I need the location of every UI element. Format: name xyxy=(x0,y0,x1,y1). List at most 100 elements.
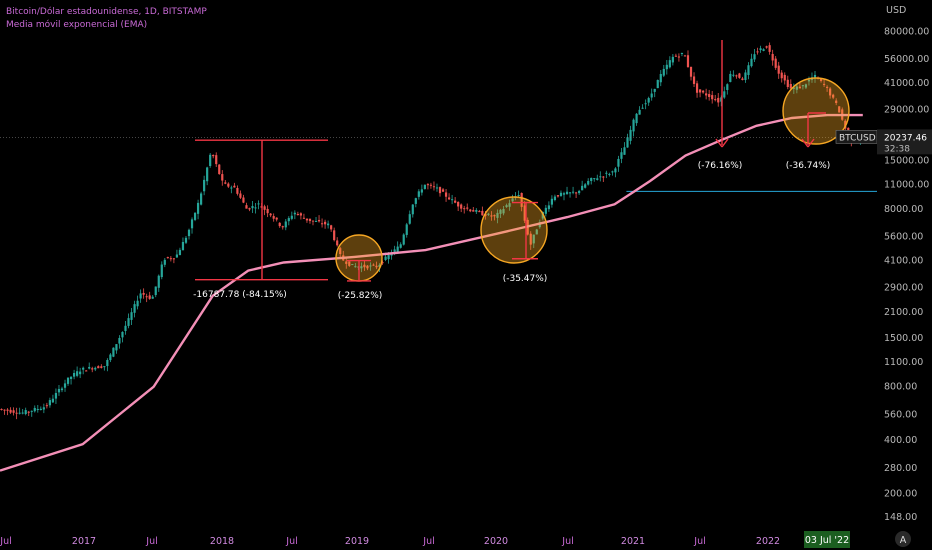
candle-body xyxy=(638,109,641,115)
candle-body xyxy=(160,264,163,278)
candle-body xyxy=(584,184,587,188)
candle-body xyxy=(296,214,299,216)
candle-body xyxy=(348,261,351,266)
price-tick-label: 15000.00 xyxy=(884,155,929,166)
candle-body xyxy=(451,199,454,201)
price-axis[interactable]: USD80000.0056000.0041000.0029000.0020000… xyxy=(835,5,932,523)
candle-body xyxy=(559,192,563,196)
candle-body xyxy=(109,354,112,361)
candle-body xyxy=(826,86,829,88)
price-tick-label: 148.00 xyxy=(884,512,917,523)
candle-body xyxy=(157,275,160,288)
candle-body xyxy=(662,68,665,76)
candle-body xyxy=(460,204,463,209)
candle-body xyxy=(239,193,242,198)
arrow-2022-left xyxy=(801,138,809,148)
candle-body xyxy=(469,209,472,212)
circle-2020 xyxy=(480,196,548,264)
candle-body xyxy=(387,255,390,260)
candle-body xyxy=(680,53,684,55)
support-line xyxy=(0,137,877,192)
candle-body xyxy=(711,95,714,100)
candle-body xyxy=(275,217,278,220)
candle-body xyxy=(832,94,835,98)
candle-body xyxy=(85,370,88,372)
candle-body xyxy=(574,192,578,194)
candle-body xyxy=(517,194,520,197)
candle-body xyxy=(568,192,572,194)
candle-body xyxy=(614,168,617,173)
candle-body xyxy=(63,383,67,388)
candle-body xyxy=(375,265,378,268)
candle-body xyxy=(665,64,668,70)
candle-body xyxy=(511,198,514,202)
candle-body xyxy=(3,409,6,411)
candle-body xyxy=(224,182,227,184)
indicator-header[interactable]: Media móvil exponencial (EMA) xyxy=(6,20,148,30)
candle-body xyxy=(106,359,109,367)
candle-body xyxy=(405,224,408,235)
candle-body xyxy=(635,113,638,124)
candle-body xyxy=(302,217,306,219)
candle-body xyxy=(475,210,478,212)
candle-body xyxy=(671,56,674,63)
ema-curve xyxy=(0,113,863,472)
candle-body xyxy=(94,367,97,370)
candle-body xyxy=(689,66,693,77)
candle-body xyxy=(284,221,287,228)
candle-body xyxy=(596,178,599,180)
candle-body xyxy=(354,266,357,268)
candle-body xyxy=(91,368,94,370)
candle-body xyxy=(45,405,48,407)
candle-body xyxy=(200,193,203,205)
candle-body xyxy=(233,185,236,188)
candle-body xyxy=(520,192,523,207)
candle-body xyxy=(523,205,526,221)
candle-body xyxy=(209,154,212,166)
candle-body xyxy=(747,65,750,75)
price-tick-label: 800.00 xyxy=(884,382,917,393)
candle-body xyxy=(641,107,644,109)
candle-body xyxy=(266,208,269,214)
candle-body xyxy=(411,204,414,215)
candle-body xyxy=(490,215,493,217)
candle-body xyxy=(457,201,460,207)
symbol-header[interactable]: Bitcoin/Dólar estadounidense, 1D, BITSTA… xyxy=(6,7,207,17)
candle-body xyxy=(593,178,596,180)
candle-body xyxy=(251,206,254,209)
candle-body xyxy=(698,89,702,93)
candle-body xyxy=(502,209,505,214)
candle-body xyxy=(644,103,647,105)
candle-body xyxy=(72,372,76,377)
candle-body xyxy=(39,408,42,411)
candle-body xyxy=(169,258,172,260)
candle-body xyxy=(756,51,759,53)
candle-body xyxy=(777,65,780,74)
time-tick-label: Jul xyxy=(0,536,12,547)
time-tick-label: 2017 xyxy=(72,536,96,547)
time-tick-label: 2022 xyxy=(756,536,780,547)
price-tick-label: 8000.00 xyxy=(884,204,923,215)
candle-body xyxy=(838,106,841,113)
auto-scale-button[interactable] xyxy=(895,531,911,547)
candle-body xyxy=(139,293,142,299)
candle-body xyxy=(254,207,257,209)
candle-body xyxy=(686,55,690,68)
candle-body xyxy=(100,366,103,368)
candle-body xyxy=(299,213,303,216)
candle-body xyxy=(115,344,118,351)
price-tick-label: 2900.00 xyxy=(884,282,923,293)
candle-body xyxy=(632,119,635,132)
candle-body xyxy=(236,188,239,194)
candle-body xyxy=(683,55,687,57)
time-axis[interactable]: Jul 2017 Jul 2018 Jul 2019 Jul 2020 Jul 2021 Jul 20… xyxy=(0,531,911,548)
circle-2022 xyxy=(782,77,850,145)
candle-body xyxy=(145,296,148,298)
time-tick-label: Jul xyxy=(561,536,573,547)
candle-body xyxy=(611,171,614,173)
arrow-2022-right xyxy=(807,138,815,148)
price-tick-label: 41000.00 xyxy=(884,78,929,89)
candle-body xyxy=(590,177,593,181)
price-tick-label: 5600.00 xyxy=(884,232,923,243)
